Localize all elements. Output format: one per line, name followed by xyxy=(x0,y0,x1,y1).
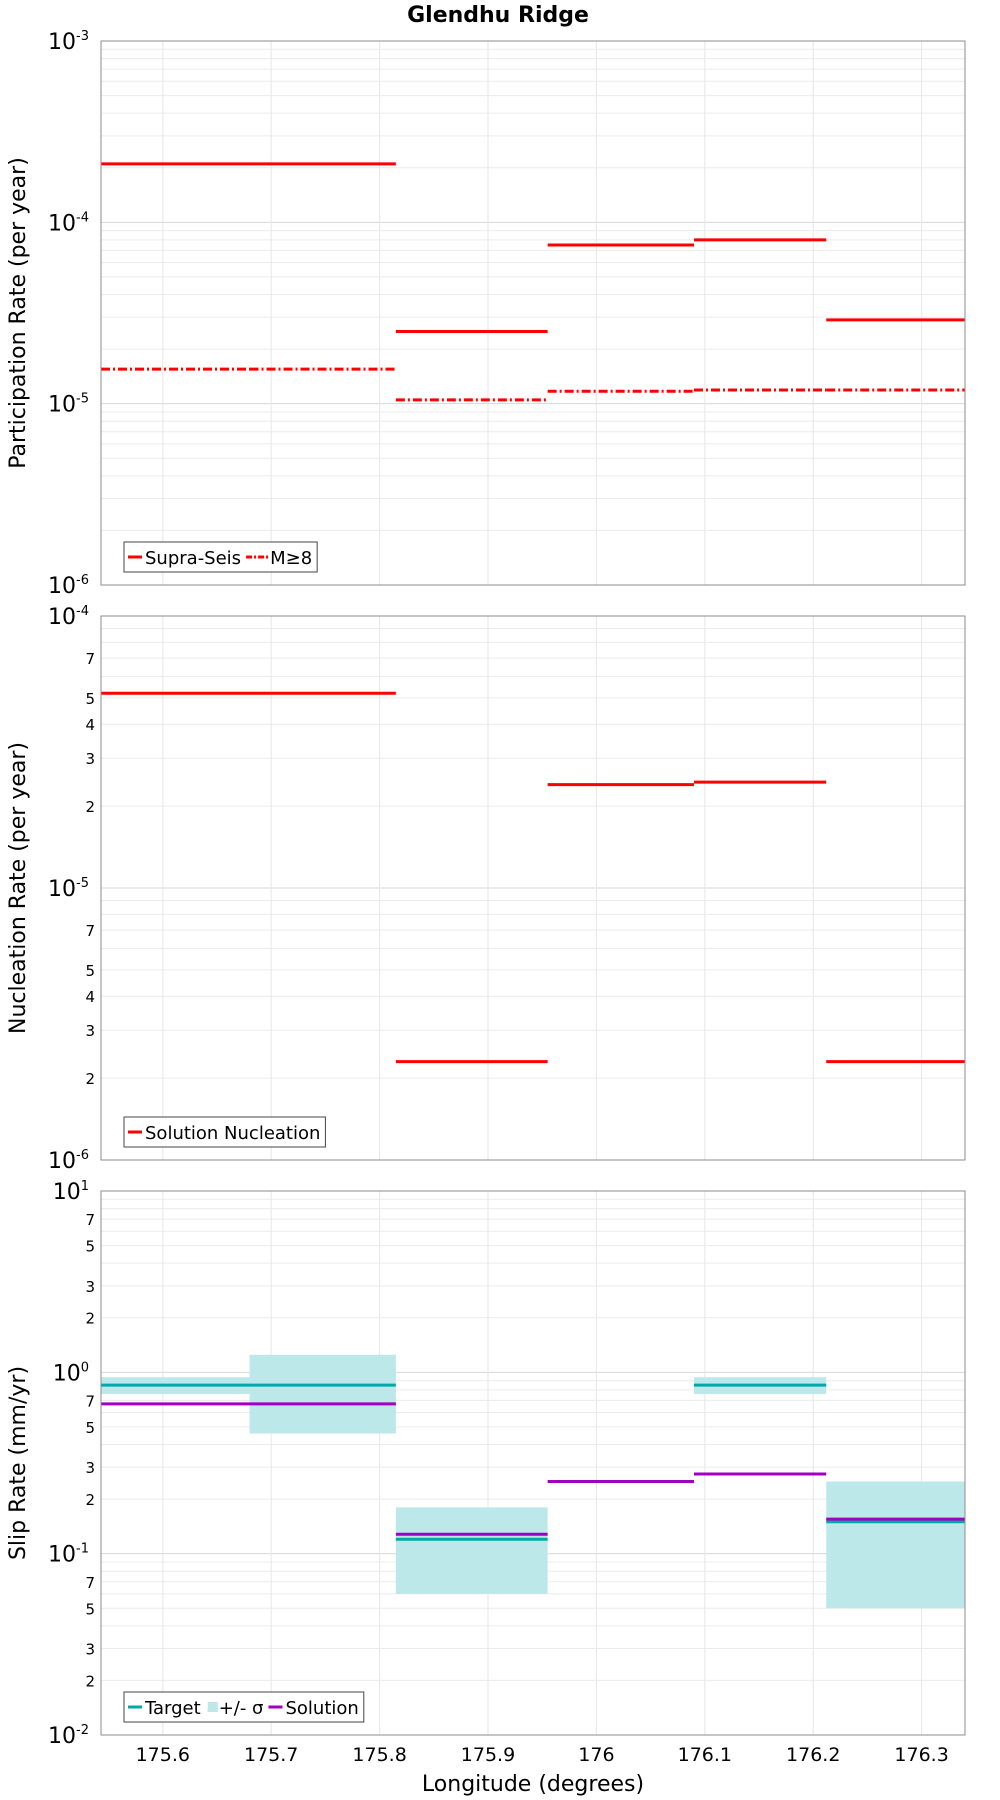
y-minor-tick-label: 2 xyxy=(85,1070,95,1088)
y-minor-tick-label: 2 xyxy=(85,798,95,816)
chart-title: Glendhu Ridge xyxy=(407,3,589,28)
x-tick-label: 175.7 xyxy=(244,1744,298,1766)
y-minor-tick-label: 3 xyxy=(85,750,95,768)
legend-label: +/- σ xyxy=(219,1698,264,1719)
y-tick-label: 10-4 xyxy=(48,210,89,236)
y-minor-tick-label: 2 xyxy=(85,1491,95,1509)
y-minor-tick-label: 5 xyxy=(85,1600,95,1618)
y-minor-tick-label: 5 xyxy=(85,1238,95,1256)
y-tick-label: 10-4 xyxy=(48,604,89,630)
sigma-band xyxy=(395,1507,548,1594)
y-minor-tick-label: 7 xyxy=(85,1211,95,1229)
y-minor-tick-label: 3 xyxy=(85,1459,95,1477)
y-minor-tick-label: 4 xyxy=(85,716,95,734)
panel-3: 10-2 10-1 100 101 2 3 5 7 2 3 5 7 2 3 5 7 Slip Rate (mm/… xyxy=(6,1179,966,1749)
y-tick-label: 10-6 xyxy=(48,573,89,599)
plot-area xyxy=(101,41,965,585)
panel-1: 10-6 10-5 10-4 10-3 Participation Rate (per … xyxy=(6,29,966,599)
panel-2: 10-6 10-5 10-4 2 3 4 5 7 2 3 4 5 7 Nucleation Rate (p… xyxy=(6,604,966,1174)
y-minor-tick-label: 2 xyxy=(85,1310,95,1328)
y-minor-tick-label: 4 xyxy=(85,988,95,1006)
y-tick-label: 10-5 xyxy=(48,392,89,418)
x-tick-label: 176.2 xyxy=(786,1744,840,1766)
legend-label: Supra-Seis xyxy=(145,548,241,569)
plot-frame xyxy=(100,1190,966,1736)
legend-box xyxy=(123,1691,365,1723)
legend-swatch xyxy=(207,1702,218,1712)
x-tick-label: 175.8 xyxy=(352,1744,406,1766)
y-minor-tick-label: 7 xyxy=(85,922,95,940)
y-minor-tick-label: 2 xyxy=(85,1672,95,1690)
x-tick-label: 175.6 xyxy=(136,1744,190,1766)
y-minor-tick-label: 5 xyxy=(85,1419,95,1437)
y-tick-label: 10-5 xyxy=(48,876,89,902)
legend-box xyxy=(123,1116,326,1148)
plot-area xyxy=(101,1191,965,1735)
x-axis-label: Longitude (degrees) xyxy=(422,1772,644,1797)
y-minor-tick-label: 3 xyxy=(85,1640,95,1658)
y-tick-label: 101 xyxy=(53,1179,89,1205)
y-axis-label: Slip Rate (mm/yr) xyxy=(6,1366,31,1560)
y-minor-tick-label: 7 xyxy=(85,1574,95,1592)
y-axis-label: Nucleation Rate (per year) xyxy=(6,742,31,1034)
legend-label: Solution Nucleation xyxy=(145,1123,320,1144)
legend-box xyxy=(123,541,318,573)
y-minor-tick-label: 7 xyxy=(85,650,95,668)
legend-label: Solution xyxy=(285,1698,358,1719)
y-minor-tick-label: 3 xyxy=(85,1278,95,1296)
plot-frame xyxy=(100,40,966,586)
y-tick-label: 10-1 xyxy=(48,1542,89,1568)
y-axis-label: Participation Rate (per year) xyxy=(6,157,31,469)
x-tick-label: 175.9 xyxy=(461,1744,515,1766)
legend-label: M≥8 xyxy=(270,548,312,569)
panels-layer: 10-6 10-5 10-4 10-3 Participation Rate (per … xyxy=(6,29,966,1766)
sigma-band xyxy=(826,1481,965,1609)
y-minor-tick-label: 7 xyxy=(85,1392,95,1410)
legend: Solution Nucleation xyxy=(123,1116,326,1148)
legend: Supra-Seis M≥8 xyxy=(123,541,318,573)
y-tick-label: 10-6 xyxy=(48,1148,89,1174)
y-minor-tick-label: 3 xyxy=(85,1022,95,1040)
x-tick-label: 176.1 xyxy=(678,1744,732,1766)
y-tick-label: 10-2 xyxy=(48,1723,89,1749)
legend: Target +/- σ Solution xyxy=(123,1691,365,1723)
sigma-band xyxy=(249,1354,396,1434)
y-tick-label: 100 xyxy=(53,1360,89,1386)
x-tick-label: 176 xyxy=(578,1744,614,1766)
plot-frame xyxy=(100,615,966,1161)
legend-label: Target xyxy=(144,1698,201,1719)
y-tick-label: 10-3 xyxy=(48,29,89,55)
y-minor-tick-label: 5 xyxy=(85,962,95,980)
y-minor-tick-label: 5 xyxy=(85,690,95,708)
x-tick-label: 176.3 xyxy=(894,1744,948,1766)
